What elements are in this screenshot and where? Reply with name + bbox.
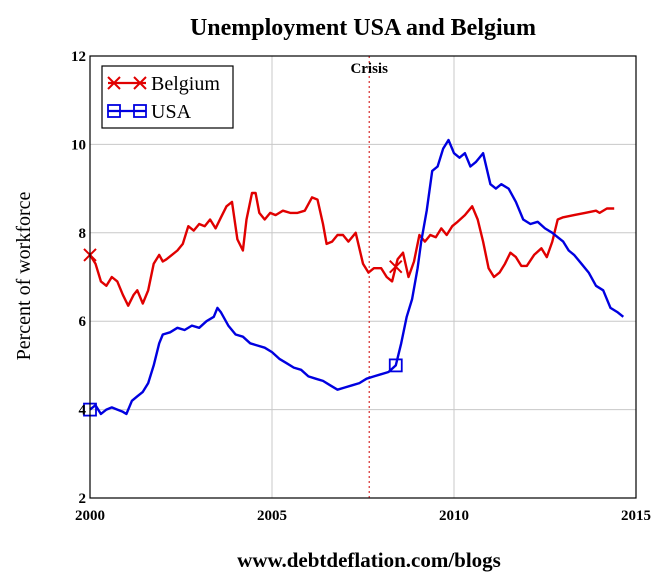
- belgium-marker: [389, 259, 403, 274]
- x-tick-label: 2010: [439, 508, 469, 524]
- legend: Belgium USA: [101, 65, 234, 129]
- y-axis-label: Percent of workforce: [13, 191, 35, 360]
- y-tick-label: 12: [71, 49, 86, 65]
- plot-frame: [89, 55, 637, 499]
- chart-title: Unemployment USA and Belgium: [190, 15, 536, 41]
- grid: [90, 56, 636, 498]
- legend-marker-usa: [107, 104, 121, 118]
- x-tick-label: 2015: [621, 508, 651, 524]
- y-tick-label: 4: [79, 403, 87, 419]
- y-tick-label: 6: [79, 314, 87, 330]
- legend-item-usa: USA: [107, 101, 192, 123]
- y-tick-label: 8: [79, 226, 87, 242]
- crisis-label: Crisis: [350, 61, 388, 77]
- x-tick-label: 2000: [75, 508, 105, 524]
- annotations: Crisis: [350, 56, 388, 498]
- tick-labels: 2 4 6 8 10 12 2000 2005 2010 2015: [71, 49, 651, 524]
- usa-marker: [388, 358, 403, 373]
- x-tick-label: 2005: [257, 508, 287, 524]
- legend-item-belgium: Belgium: [107, 73, 220, 95]
- usa-line: [89, 138, 625, 416]
- legend-marker-belgium: [133, 76, 147, 90]
- y-tick-label: 10: [71, 137, 86, 153]
- legend-label-belgium: Belgium: [151, 73, 220, 95]
- series-belgium: [83, 191, 615, 307]
- legend-marker-usa: [133, 104, 147, 118]
- series-layer: [83, 138, 625, 417]
- belgium-line: [88, 191, 615, 307]
- y-tick-label: 2: [79, 491, 87, 507]
- legend-marker-belgium: [107, 76, 121, 90]
- legend-box: [101, 65, 234, 129]
- footer-url: www.debtdeflation.com/blogs: [237, 548, 501, 572]
- series-usa: [83, 138, 625, 417]
- legend-label-usa: USA: [151, 101, 192, 123]
